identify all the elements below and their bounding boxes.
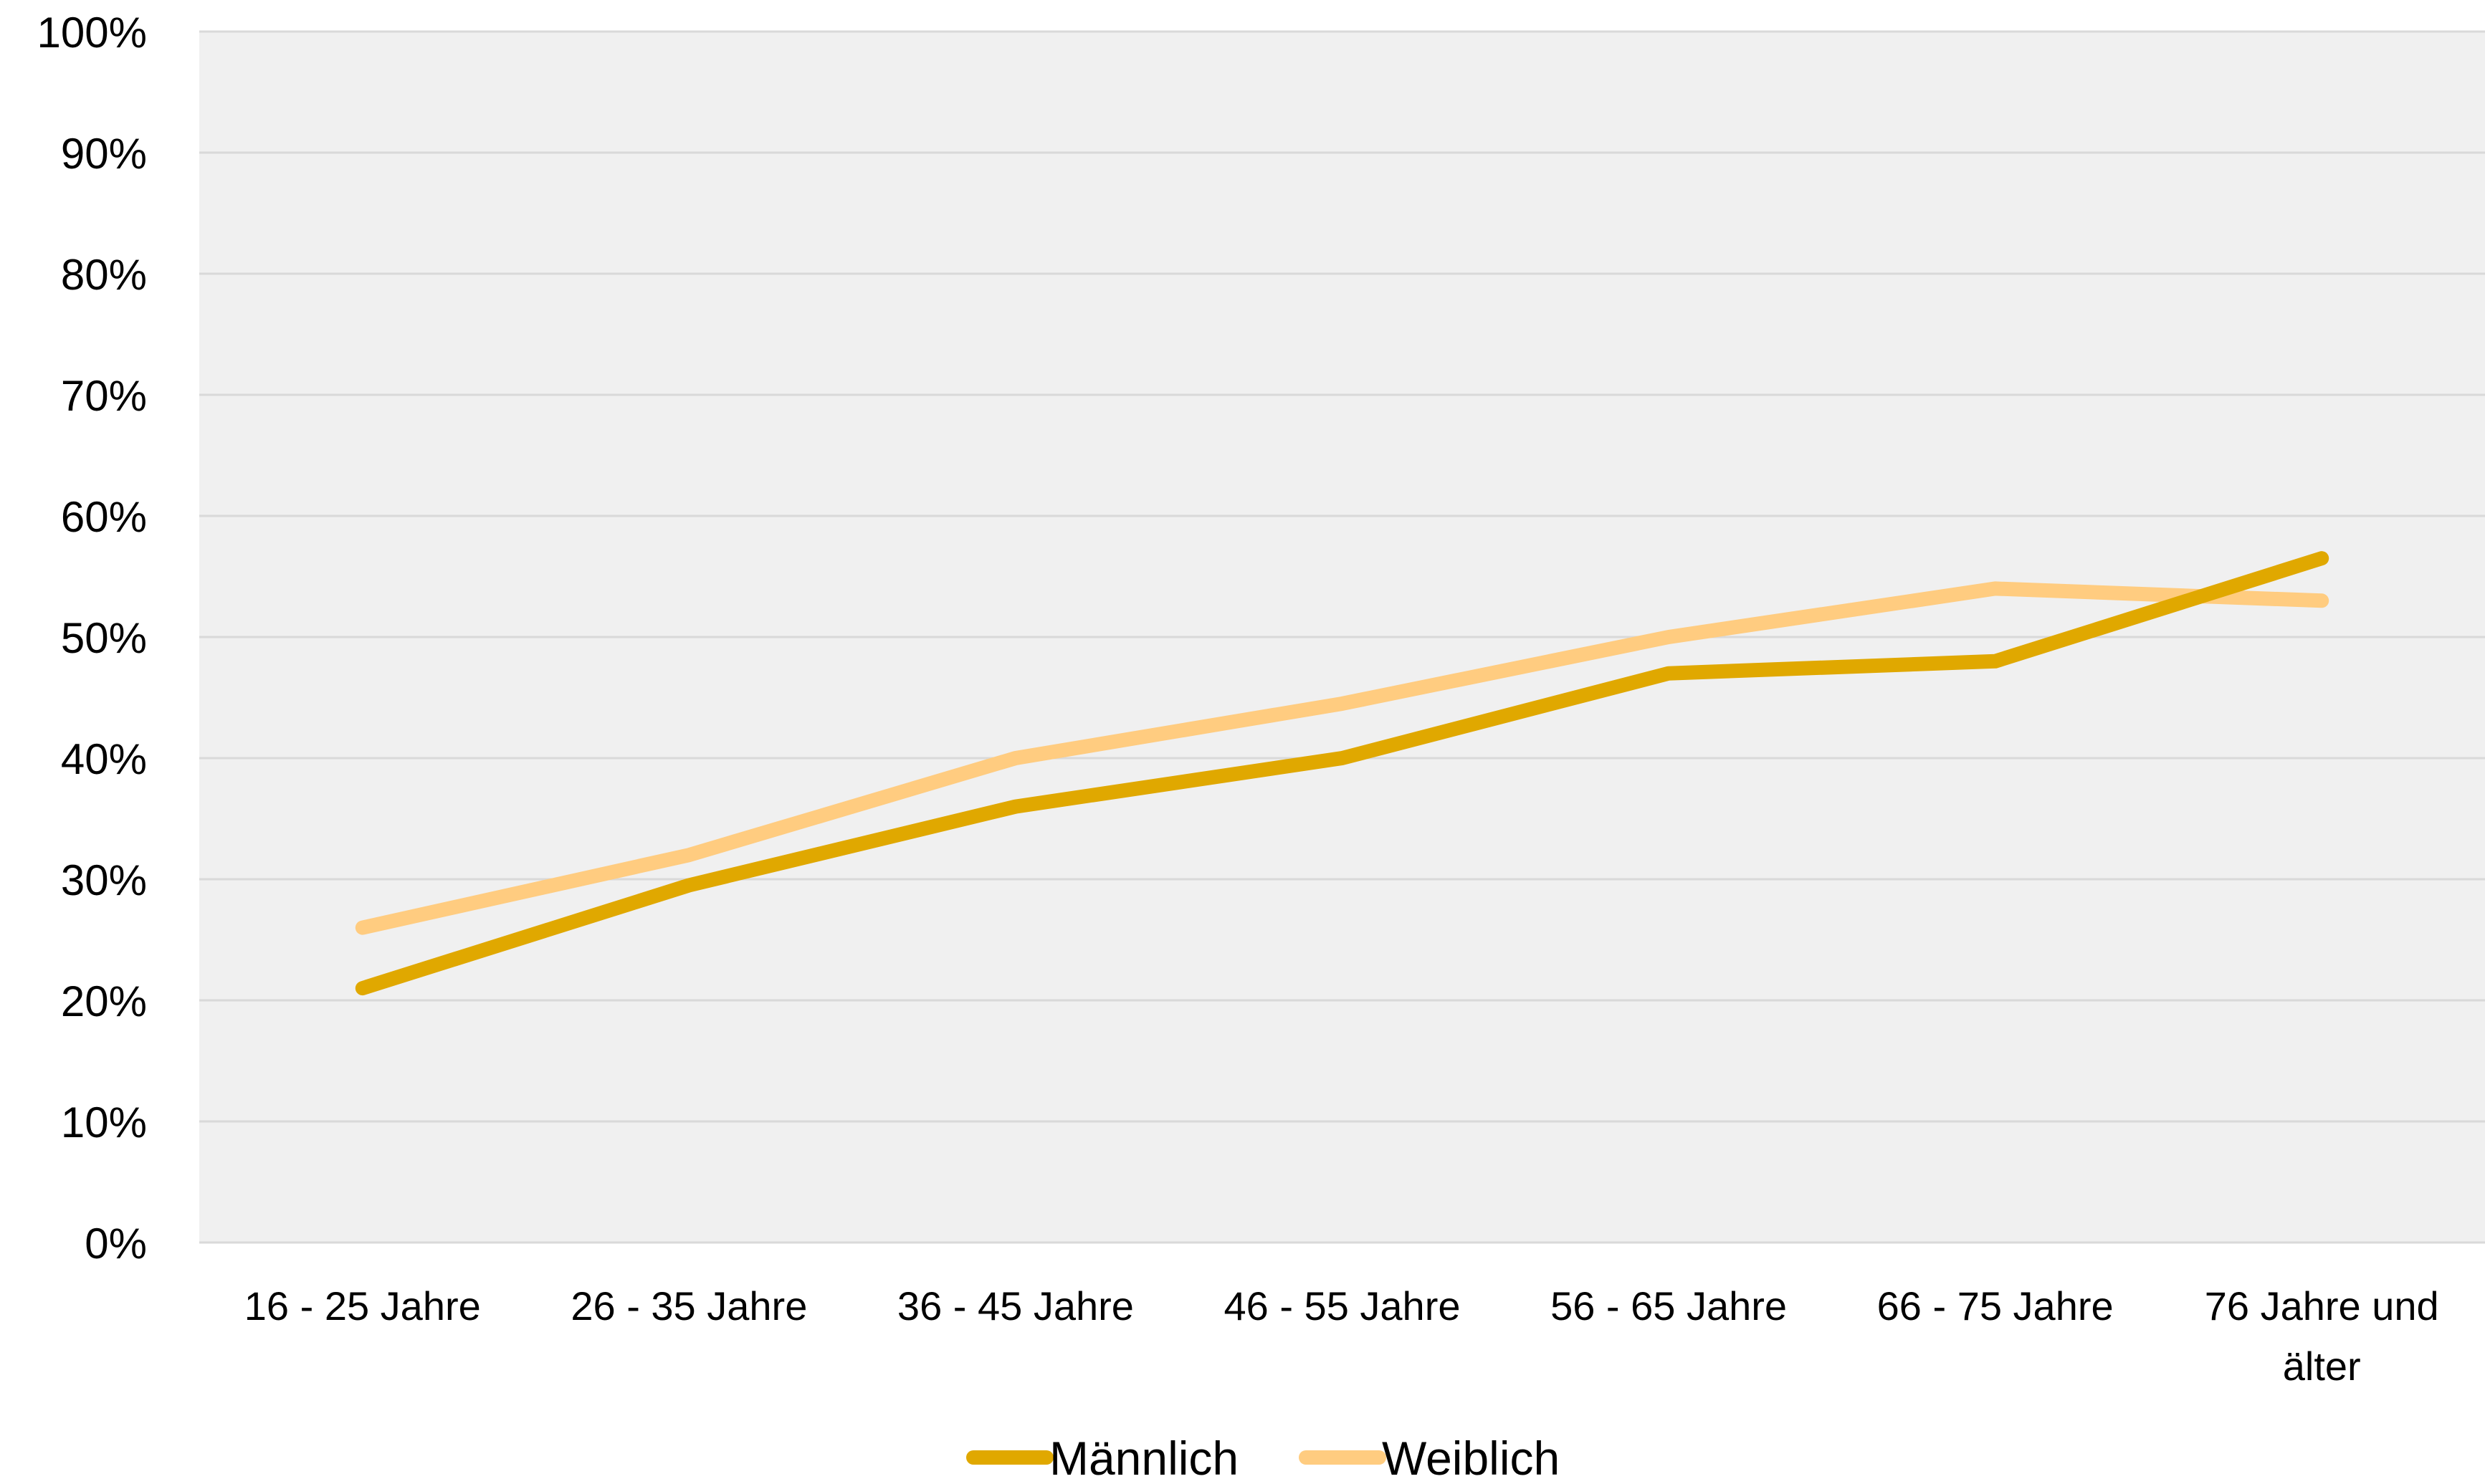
x-axis-tick-labels: 16 - 25 Jahre 26 - 35 Jahre 36 - 45 Jahre 4… xyxy=(244,1283,2439,1389)
y-tick-label: 50% xyxy=(61,614,147,662)
y-tick-label: 40% xyxy=(61,735,147,783)
y-tick-label: 80% xyxy=(61,251,147,299)
y-tick-label: 90% xyxy=(61,130,147,178)
series-line-weiblich xyxy=(355,581,2329,935)
y-tick-label: 60% xyxy=(61,493,147,541)
y-tick-label: 100% xyxy=(37,9,147,57)
x-tick-label: 76 Jahre und älter xyxy=(2205,1283,2439,1389)
legend-label: Weiblich xyxy=(1382,1432,1560,1480)
x-tick-label: 26 - 35 Jahre xyxy=(571,1283,807,1329)
y-axis-tick-labels: 0% 10% 20% 30% 40% 50% 60% 70% 80% 90% 100% xyxy=(37,9,147,1268)
series-lines xyxy=(355,551,2329,996)
y-tick-label: 30% xyxy=(61,856,147,904)
x-tick-label: 46 - 55 Jahre xyxy=(1224,1283,1461,1329)
x-tick-label: 36 - 45 Jahre xyxy=(897,1283,1134,1329)
x-tick-label: 66 - 75 Jahre xyxy=(1877,1283,2114,1329)
gridlines xyxy=(199,30,2485,1244)
y-tick-label: 70% xyxy=(61,372,147,420)
y-tick-label: 20% xyxy=(61,977,147,1025)
series-line-männlich xyxy=(355,551,2329,996)
legend: Männlich Weiblich xyxy=(966,1432,1560,1484)
legend-label: Männlich xyxy=(1049,1432,1239,1480)
legend-item: Männlich xyxy=(966,1432,1239,1484)
legend-item: Weiblich xyxy=(1299,1432,1560,1484)
y-tick-label: 0% xyxy=(85,1220,147,1268)
y-tick-label: 10% xyxy=(61,1098,147,1146)
x-tick-label: 16 - 25 Jahre xyxy=(244,1283,481,1329)
x-tick-label: 56 - 65 Jahre xyxy=(1550,1283,1787,1329)
